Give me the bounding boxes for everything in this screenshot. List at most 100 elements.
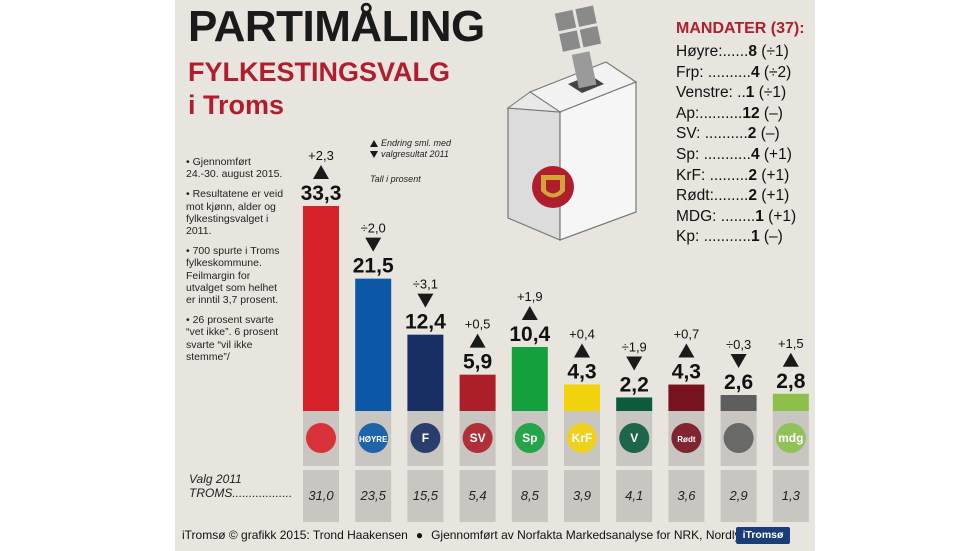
result-2011-label: 4,1 <box>625 488 643 503</box>
mandate-party: KrF: ......... <box>676 166 749 184</box>
survey-notes: • Gjennomført 24.-30. august 2015. • Res… <box>186 156 286 371</box>
mandate-change: (–) <box>763 104 783 122</box>
bar-value-label: 33,3 <box>301 182 342 205</box>
result-2011-label: 5,4 <box>469 488 487 503</box>
change-up-icon <box>521 305 538 320</box>
change-label: ÷1,9 <box>622 339 647 354</box>
change-down-icon <box>417 293 434 308</box>
result-2011-backdrop <box>772 470 809 522</box>
result-2011-label: 1,3 <box>782 488 801 503</box>
mandate-seats: 4 <box>750 145 760 163</box>
result-2011-label: 8,5 <box>521 488 540 503</box>
party-logo-icon <box>671 423 702 453</box>
result-2011-backdrop <box>616 470 653 522</box>
result-2011-backdrop <box>564 470 600 522</box>
party-logo-icon <box>514 423 545 453</box>
mandate-row: SV: ..........2 (–) <box>676 124 805 145</box>
mandates-title: MANDATER (37): <box>676 20 805 37</box>
legend-up-label: Endring sml. med <box>381 138 452 148</box>
legend-unit: Tall i prosent <box>370 174 421 184</box>
bar <box>668 384 705 411</box>
party-logo-icon <box>619 423 650 453</box>
result-2011-label: 23,5 <box>360 488 387 503</box>
mandate-change: (–) <box>763 228 783 246</box>
page-title: PARTIMÅLING <box>188 2 485 51</box>
bar-value-label: 4,3 <box>567 361 596 384</box>
party-logo-icon <box>358 423 389 453</box>
mandate-change: (+1) <box>768 207 797 225</box>
change-label: +0,7 <box>674 327 700 342</box>
party-logo-text: Sp <box>522 431 537 445</box>
party-logo-text: KrF <box>572 431 593 445</box>
bar <box>564 384 600 411</box>
mandate-seats: 12 <box>742 104 760 122</box>
result-2011-backdrop <box>407 470 444 522</box>
mandate-seats: 4 <box>750 63 760 81</box>
subtitle-line-2: i Troms <box>188 90 285 120</box>
result-2011-label: 15,5 <box>413 488 439 503</box>
change-label: +2,3 <box>308 148 334 163</box>
mandate-party: Venstre: .. <box>676 84 746 102</box>
change-label: ÷3,1 <box>413 277 438 292</box>
footer-credit: iTromsø © grafikk 2015: Trond Haakensen <box>182 528 408 542</box>
mandate-row: Ap:..........12 (–) <box>676 104 805 125</box>
bar <box>772 393 809 411</box>
mandate-change: (÷2) <box>763 63 792 81</box>
result-2011-label: 2,9 <box>729 488 748 503</box>
mandate-row: Frp: ..........4 (÷2) <box>676 63 805 84</box>
change-up-icon <box>469 333 486 348</box>
result-2011-backdrop <box>720 470 757 522</box>
bar <box>616 397 653 411</box>
party-logo-text: F <box>422 431 429 445</box>
party-logo-text: SV <box>470 431 486 445</box>
result-2011-backdrop <box>459 470 496 522</box>
mandate-seats: 8 <box>748 43 757 60</box>
footer: iTromsø © grafikk 2015: Trond Haakensen ●… <box>182 528 763 542</box>
mandate-row: Venstre: ..1 (÷1) <box>676 83 805 104</box>
bar-value-label: 5,9 <box>463 351 492 374</box>
party-logo-text: V <box>630 431 638 445</box>
bar <box>407 334 444 411</box>
party-logo-icon <box>567 423 597 453</box>
bar-value-label: 4,3 <box>672 361 701 384</box>
bar <box>303 206 339 411</box>
mandate-change: (–) <box>760 125 780 143</box>
result-2011-label: 3,6 <box>677 488 696 503</box>
change-label: ÷0,3 <box>726 337 751 352</box>
party-logo-icon <box>723 423 754 453</box>
result-2011-backdrop <box>668 470 705 522</box>
change-up-icon <box>313 165 329 179</box>
bar <box>720 394 757 411</box>
mandate-change: (+1) <box>763 145 792 163</box>
mandate-party: Ap:.......... <box>676 104 743 122</box>
party-logo-icon <box>306 423 336 453</box>
mandate-change: (÷1) <box>761 43 789 60</box>
note-item: • 700 spurte i Troms fylkeskommune. Feil… <box>186 245 280 307</box>
mandate-party: Sp: ........... <box>676 145 751 163</box>
note-item: • 26 prosent svarte “vet ikke”. 6 prosen… <box>186 314 279 363</box>
change-up-icon <box>782 352 799 367</box>
change-label: +1,9 <box>517 289 543 304</box>
party-logo-icon <box>775 423 806 453</box>
bullet-icon: ● <box>415 528 424 542</box>
subtitle-line-1: FYLKESTINGSVALG <box>188 57 451 87</box>
note-item: • Gjennomført 24.-30. august 2015. <box>186 156 283 181</box>
mandate-party: MDG: ........ <box>676 207 756 225</box>
mandate-change: (+1) <box>761 166 790 184</box>
mandate-party: Rødt:........ <box>676 187 749 205</box>
mandate-party: Frp: .......... <box>676 63 751 81</box>
mandate-change: (÷1) <box>758 84 787 102</box>
result-2011-backdrop <box>355 470 392 522</box>
mandate-party: Høyre:...... <box>676 43 749 60</box>
party-logo-text: HØYRE <box>359 435 388 444</box>
bar-value-label: 2,6 <box>724 371 753 394</box>
legend-down-label: valgresultat 2011 <box>381 149 449 159</box>
mandate-seats: 2 <box>747 125 757 143</box>
bar-value-label: 10,4 <box>509 323 550 346</box>
mandate-row: Kp: ...........1 (–) <box>676 227 805 248</box>
change-label: +0,4 <box>569 327 595 342</box>
valg-label-line1: Valg 2011 <box>189 472 242 486</box>
party-logo-text: Rødt <box>677 435 696 444</box>
